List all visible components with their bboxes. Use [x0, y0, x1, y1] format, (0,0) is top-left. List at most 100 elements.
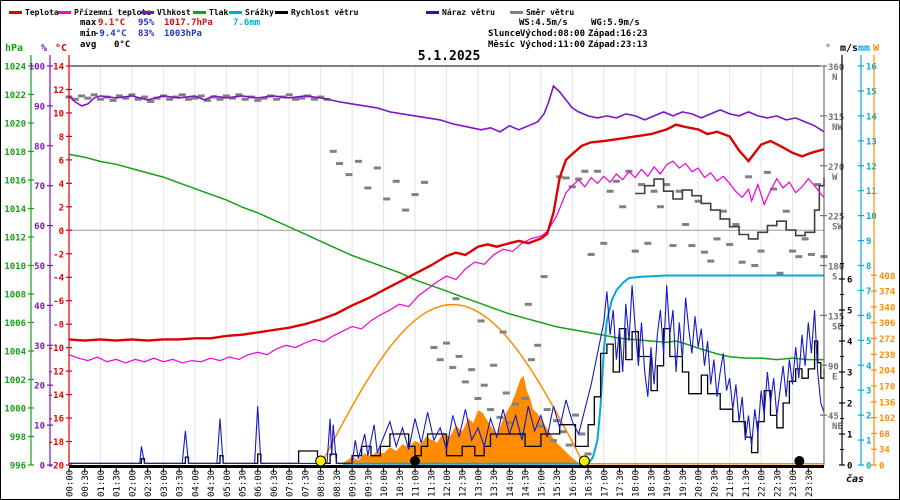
- axis-temperature: 14 12 10 8 6 4 2 0 -2 -4 -6 -8 -10 -12 -14 -16 -18 -20 °C: [48, 43, 72, 472]
- svg-text:05:00: 05:00: [223, 470, 233, 497]
- svg-text:08:30: 08:30: [333, 470, 343, 497]
- svg-text:14:30: 14:30: [522, 470, 532, 497]
- legend-item: Směr větru: [510, 8, 574, 17]
- svg-text:14:00: 14:00: [506, 470, 516, 497]
- stat-max-temp: 9.1°C: [98, 18, 126, 28]
- legend-item: Vlhkost: [141, 8, 191, 17]
- svg-text:22:00: 22:00: [758, 470, 768, 497]
- svg-text:45: 45: [828, 412, 839, 422]
- svg-text:8: 8: [59, 133, 64, 143]
- svg-text:1000: 1000: [4, 405, 26, 415]
- series-solar-actual: [339, 375, 584, 465]
- svg-text:-16: -16: [48, 415, 64, 425]
- svg-text:12: 12: [53, 86, 64, 96]
- svg-text:0: 0: [847, 462, 852, 472]
- svg-text:04:00: 04:00: [191, 470, 201, 497]
- axis-radiation: 0 34 68 102 136 170 204 238 272 306 340 374 408 W: [871, 43, 896, 472]
- stat-max-pressure: 1017.7hPa: [164, 18, 213, 28]
- svg-text:374: 374: [879, 288, 896, 298]
- series-rychlost-vetru: [69, 327, 825, 465]
- svg-text:%: %: [41, 43, 47, 54]
- svg-text:NW: NW: [832, 123, 843, 133]
- svg-text:4: 4: [847, 337, 853, 347]
- svg-text:S: S: [832, 273, 837, 283]
- svg-text:E: E: [832, 372, 837, 382]
- svg-text:6: 6: [847, 275, 852, 285]
- svg-text:17:00: 17:00: [600, 470, 610, 497]
- x-axis-caption: čas: [846, 473, 864, 485]
- svg-text:0: 0: [879, 462, 884, 472]
- svg-text:09:30: 09:30: [364, 470, 374, 497]
- svg-text:8: 8: [866, 262, 871, 272]
- svg-text:05:30: 05:30: [239, 470, 249, 497]
- svg-text:5: 5: [866, 337, 871, 347]
- svg-text:18:00: 18:00: [632, 470, 642, 497]
- svg-text:-8: -8: [53, 321, 64, 331]
- svg-text:0: 0: [59, 227, 64, 237]
- svg-text:-6: -6: [53, 297, 64, 307]
- svg-text:136: 136: [879, 398, 895, 408]
- svg-text:04:30: 04:30: [207, 470, 217, 497]
- svg-text:16:00: 16:00: [569, 470, 579, 497]
- svg-text:315: 315: [828, 113, 844, 123]
- svg-text:100: 100: [29, 63, 45, 73]
- axis-pressure: 1024 1022 1020 1018 1016 1014 1012 1010 1008 1006…: [4, 43, 34, 472]
- svg-text:68: 68: [879, 430, 890, 440]
- series-tlak: [68, 153, 824, 361]
- svg-text:W: W: [873, 43, 880, 54]
- svg-text:°: °: [825, 43, 831, 54]
- stat-sun-label: Slunce: [488, 29, 521, 39]
- svg-text:03:00: 03:00: [160, 470, 170, 497]
- svg-text:70: 70: [34, 182, 45, 192]
- svg-text:90: 90: [828, 362, 839, 372]
- moonset-marker: [794, 456, 805, 466]
- svg-text:204: 204: [879, 367, 896, 377]
- svg-text:360: 360: [828, 63, 844, 73]
- svg-text:N: N: [832, 73, 837, 83]
- svg-text:SW: SW: [832, 223, 843, 233]
- svg-text:11:00: 11:00: [412, 470, 422, 497]
- stat-moon-label: Měsíc: [488, 40, 516, 50]
- svg-text:1022: 1022: [4, 91, 26, 101]
- svg-text:102: 102: [879, 414, 895, 424]
- svg-text:170: 170: [879, 382, 895, 392]
- svg-text:2: 2: [866, 412, 871, 422]
- legend-color-dash: [275, 11, 288, 14]
- legend-color-dash: [510, 11, 523, 14]
- series-solar-clear-sky: [319, 303, 824, 466]
- svg-text:80: 80: [34, 142, 45, 152]
- legend-color-dash: [141, 11, 154, 14]
- stat-wind-speed-max: WS:4.5m/s: [519, 18, 568, 28]
- svg-text:07:00: 07:00: [286, 470, 296, 497]
- svg-text:13:00: 13:00: [474, 470, 484, 497]
- svg-text:16:30: 16:30: [585, 470, 595, 497]
- svg-text:-12: -12: [48, 368, 64, 378]
- svg-text:15:30: 15:30: [553, 470, 563, 497]
- svg-text:W: W: [832, 173, 838, 183]
- svg-text:16: 16: [866, 63, 877, 73]
- svg-text:-2: -2: [53, 250, 64, 260]
- stat-max-label: max: [80, 18, 97, 28]
- svg-text:225: 225: [828, 213, 844, 223]
- svg-text:12:30: 12:30: [459, 470, 469, 497]
- stat-wind-gust-max: WG:5.9m/s: [591, 18, 640, 28]
- svg-text:12: 12: [866, 162, 877, 172]
- svg-text:20:00: 20:00: [695, 470, 705, 497]
- svg-text:1008: 1008: [4, 291, 26, 301]
- svg-text:°C: °C: [55, 43, 67, 54]
- svg-text:06:30: 06:30: [270, 470, 280, 497]
- stat-min-pressure: 1003hPa: [164, 29, 202, 39]
- svg-text:10: 10: [34, 422, 45, 432]
- legend-item: Teplota: [9, 8, 59, 17]
- legend-color-dash: [193, 11, 206, 14]
- svg-text:9: 9: [866, 237, 871, 247]
- svg-text:15:00: 15:00: [537, 470, 547, 497]
- svg-text:15: 15: [866, 87, 877, 97]
- legend-color-dash: [426, 11, 439, 14]
- stat-rain-total: 7.6mm: [233, 18, 261, 28]
- svg-text:07:30: 07:30: [301, 470, 311, 497]
